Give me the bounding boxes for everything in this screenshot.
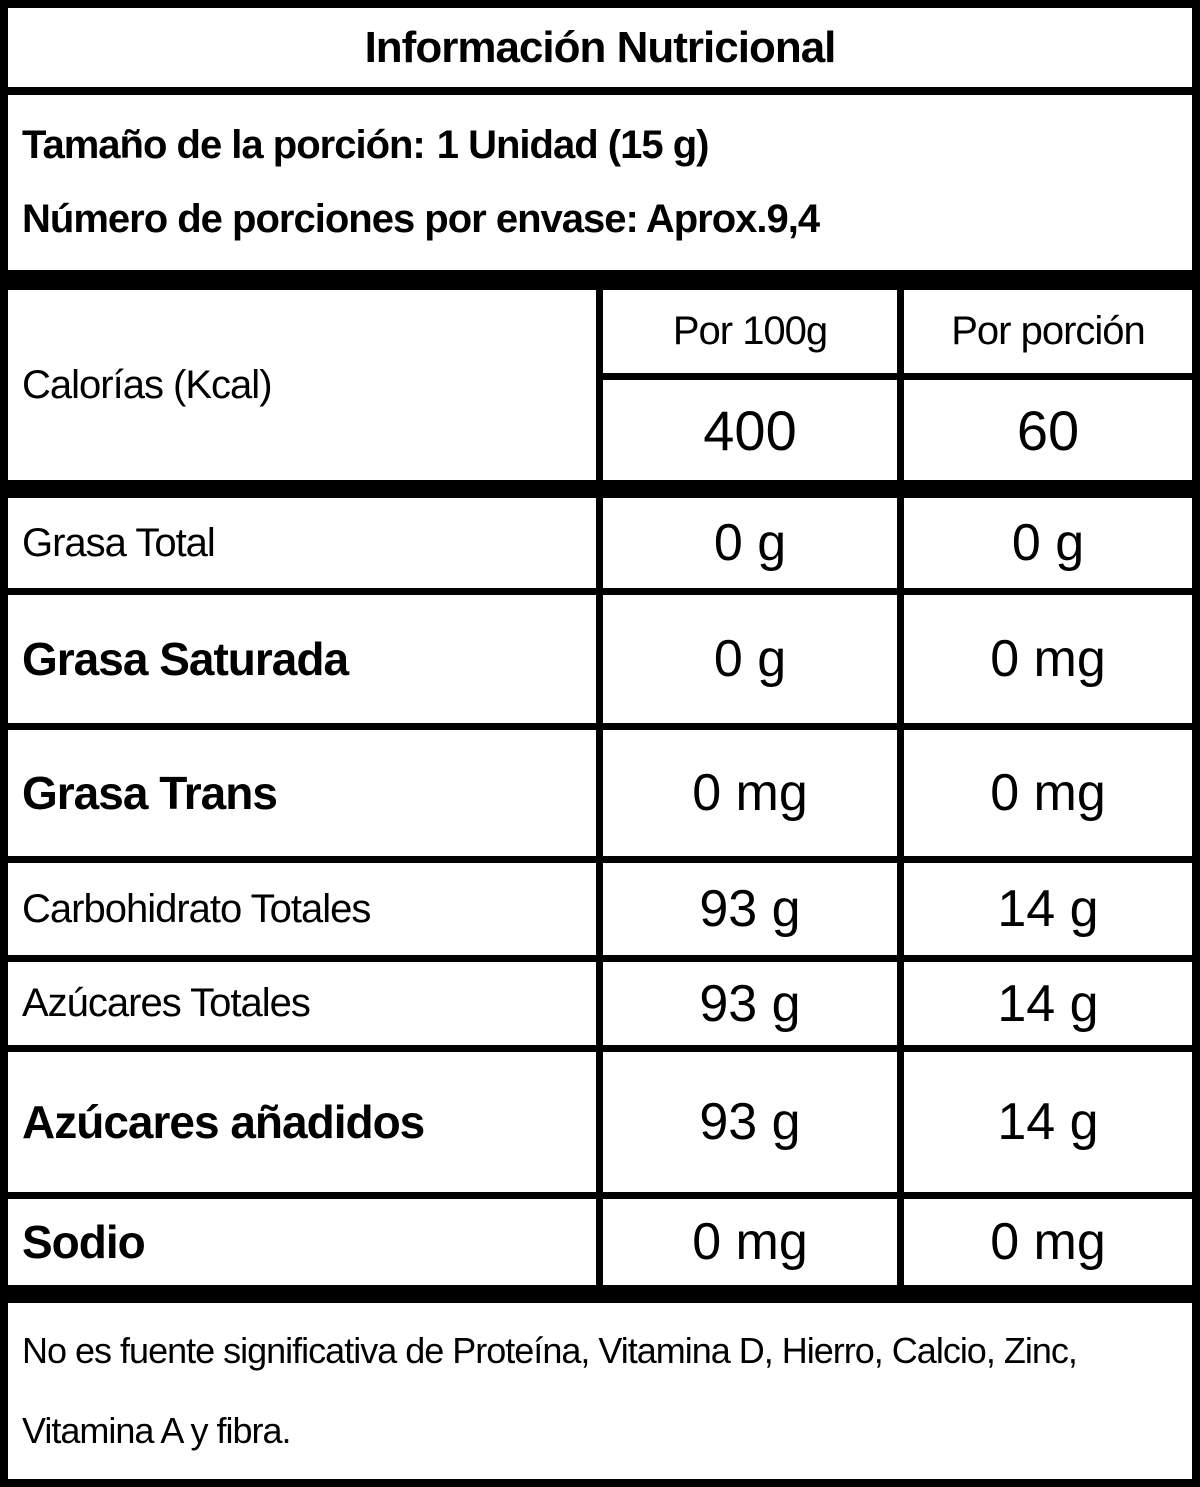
calories-values-row: 400 60	[596, 380, 1192, 480]
row-label: Sodio	[22, 1216, 146, 1268]
row-value-per-portion: 0 g	[897, 498, 1192, 588]
row-value-per-100g: 0 g	[596, 498, 897, 588]
serving-size-line: Tamaño de la porción: 1 Unidad (15 g)	[22, 123, 1178, 168]
table-row-grasa-trans: Grasa Trans 0 mg 0 mg	[8, 730, 1192, 863]
row-label: Azúcares añadidos	[22, 1096, 425, 1148]
row-label: Grasa Total	[22, 520, 216, 565]
section-divider-bar	[8, 1285, 1192, 1303]
row-label: Azúcares Totales	[22, 981, 311, 1025]
row-value-per-100g: 0 mg	[596, 1199, 897, 1285]
label-header: Información Nutricional	[8, 8, 1192, 95]
row-label: Grasa Trans	[22, 767, 278, 819]
page-title: Información Nutricional	[364, 22, 837, 72]
servings-per-container-label: Número de porciones por envase:	[22, 196, 639, 241]
calories-section: Calorías (Kcal) Por 100g Por porción 400…	[8, 290, 1192, 480]
row-value-per-100g: 0 g	[596, 595, 897, 723]
row-value-per-100g: 0 mg	[596, 730, 897, 856]
servings-per-container-value: Aprox.9,4	[645, 196, 820, 241]
calories-label-cell: Calorías (Kcal)	[8, 290, 596, 480]
nutrient-rows: Grasa Total 0 g 0 g Grasa Saturada 0 g 0…	[8, 498, 1192, 1285]
table-row-grasa-saturada: Grasa Saturada 0 g 0 mg	[8, 595, 1192, 730]
section-divider-bar	[8, 270, 1192, 290]
section-divider-bar	[8, 480, 1192, 498]
calories-label: Calorías (Kcal)	[22, 362, 273, 407]
row-value-per-portion: 14 g	[897, 1052, 1192, 1192]
row-value-per-portion: 14 g	[897, 863, 1192, 955]
table-row-azucares-anadidos: Azúcares añadidos 93 g 14 g	[8, 1052, 1192, 1199]
column-headers-row: Por 100g Por porción	[596, 290, 1192, 380]
table-row-azucares-totales: Azúcares Totales 93 g 14 g	[8, 962, 1192, 1052]
table-row-sodio: Sodio 0 mg 0 mg	[8, 1199, 1192, 1285]
row-value-per-portion: 0 mg	[897, 730, 1192, 856]
serving-size-label: Tamaño de la porción:	[22, 123, 426, 168]
calories-per-portion: 60	[897, 380, 1192, 480]
row-label: Carbohidrato Totales	[22, 886, 371, 931]
calories-per-100g: 400	[596, 380, 897, 480]
footer-note: No es fuente significativa de Proteína, …	[22, 1330, 1078, 1451]
calories-values-block: Por 100g Por porción 400 60	[596, 290, 1192, 480]
column-header-per-portion: Por porción	[897, 290, 1192, 373]
servings-per-container-line: Número de porciones por envase: Aprox.9,4	[22, 197, 1178, 242]
column-header-per-100g: Por 100g	[596, 290, 897, 373]
row-value-per-portion: 0 mg	[897, 595, 1192, 723]
row-value-per-portion: 14 g	[897, 962, 1192, 1045]
serving-info-section: Tamaño de la porción: 1 Unidad (15 g) Núm…	[8, 95, 1192, 270]
row-value-per-100g: 93 g	[596, 863, 897, 955]
row-label: Grasa Saturada	[22, 633, 349, 685]
row-value-per-100g: 93 g	[596, 1052, 897, 1192]
footer-note-section: No es fuente significativa de Proteína, …	[8, 1303, 1192, 1479]
serving-size-value: 1 Unidad (15 g)	[436, 123, 710, 168]
table-row-carbohidrato-totales: Carbohidrato Totales 93 g 14 g	[8, 863, 1192, 962]
row-value-per-100g: 93 g	[596, 962, 897, 1045]
table-row-grasa-total: Grasa Total 0 g 0 g	[8, 498, 1192, 595]
row-value-per-portion: 0 mg	[897, 1199, 1192, 1285]
